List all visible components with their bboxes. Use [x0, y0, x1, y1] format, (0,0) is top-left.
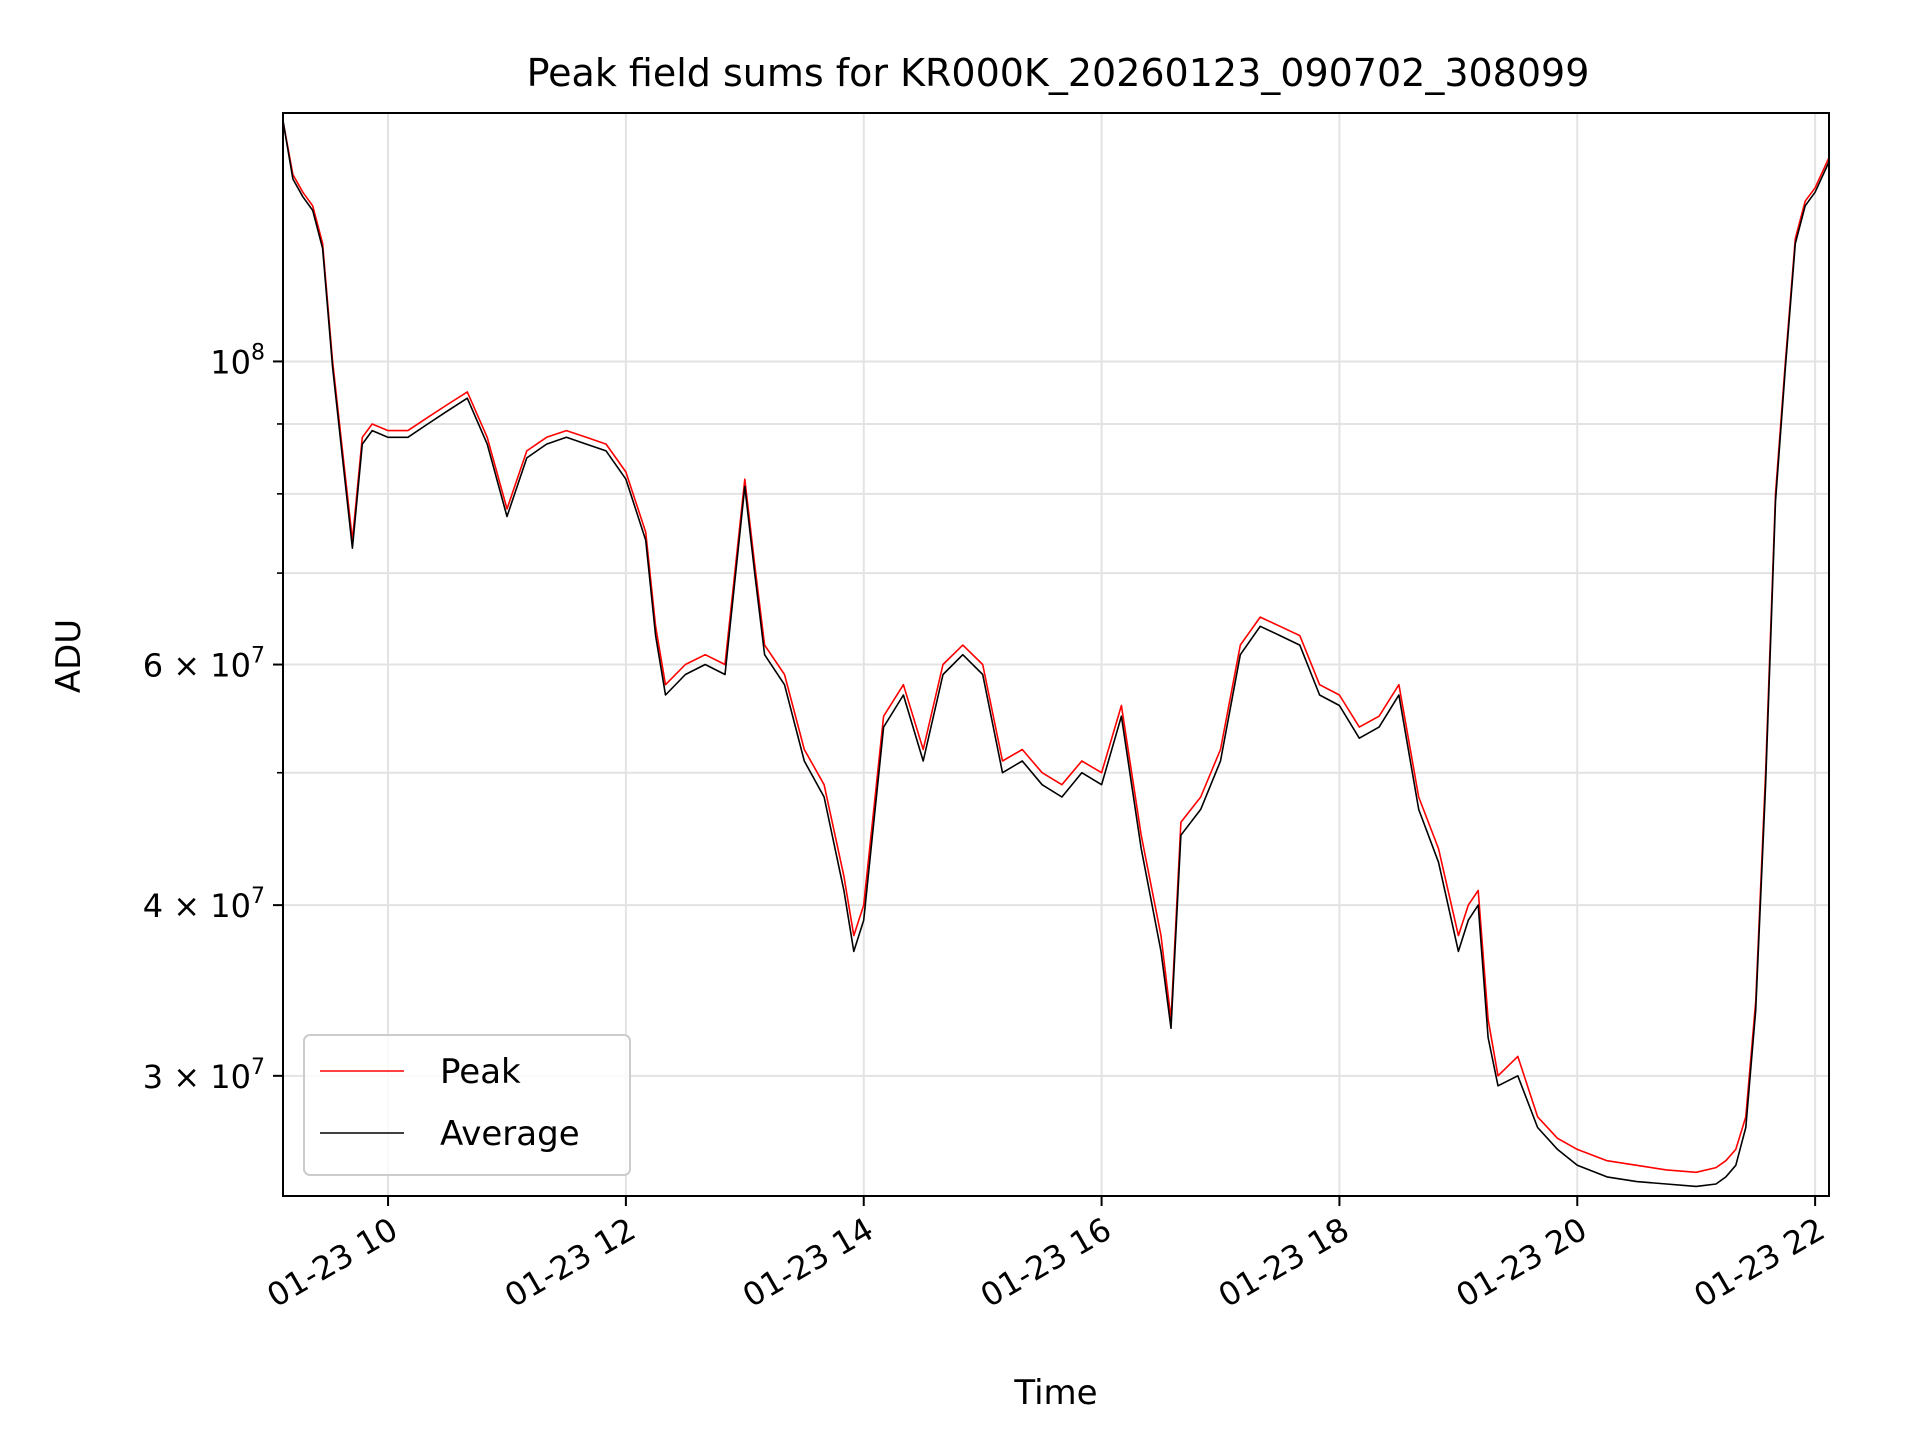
- y-tick-label: 4 × 107: [143, 884, 265, 925]
- legend-average-label: Average: [440, 1114, 580, 1154]
- series-line-average: [283, 120, 1829, 1188]
- y-tick-label: 108: [210, 340, 265, 381]
- series-line-peak: [283, 120, 1829, 1174]
- y-axis: 108 6 × 107 4 × 107 3 × 107: [143, 340, 283, 1096]
- legend-box: [303, 1034, 631, 1176]
- plot-area: [283, 120, 1829, 1188]
- plot-frame: [282, 112, 1830, 1197]
- y-tick-label: 6 × 107: [143, 644, 265, 685]
- y-tick-label: 3 × 107: [143, 1055, 265, 1096]
- legend-peak-label: Peak: [440, 1052, 521, 1092]
- x-axis-label: Time: [1013, 1373, 1097, 1413]
- chart-title: Peak field sums for KR000K_20260123_0907…: [527, 51, 1590, 95]
- legend: Peak Average: [303, 1034, 631, 1176]
- y-axis-label: ADU: [49, 619, 89, 693]
